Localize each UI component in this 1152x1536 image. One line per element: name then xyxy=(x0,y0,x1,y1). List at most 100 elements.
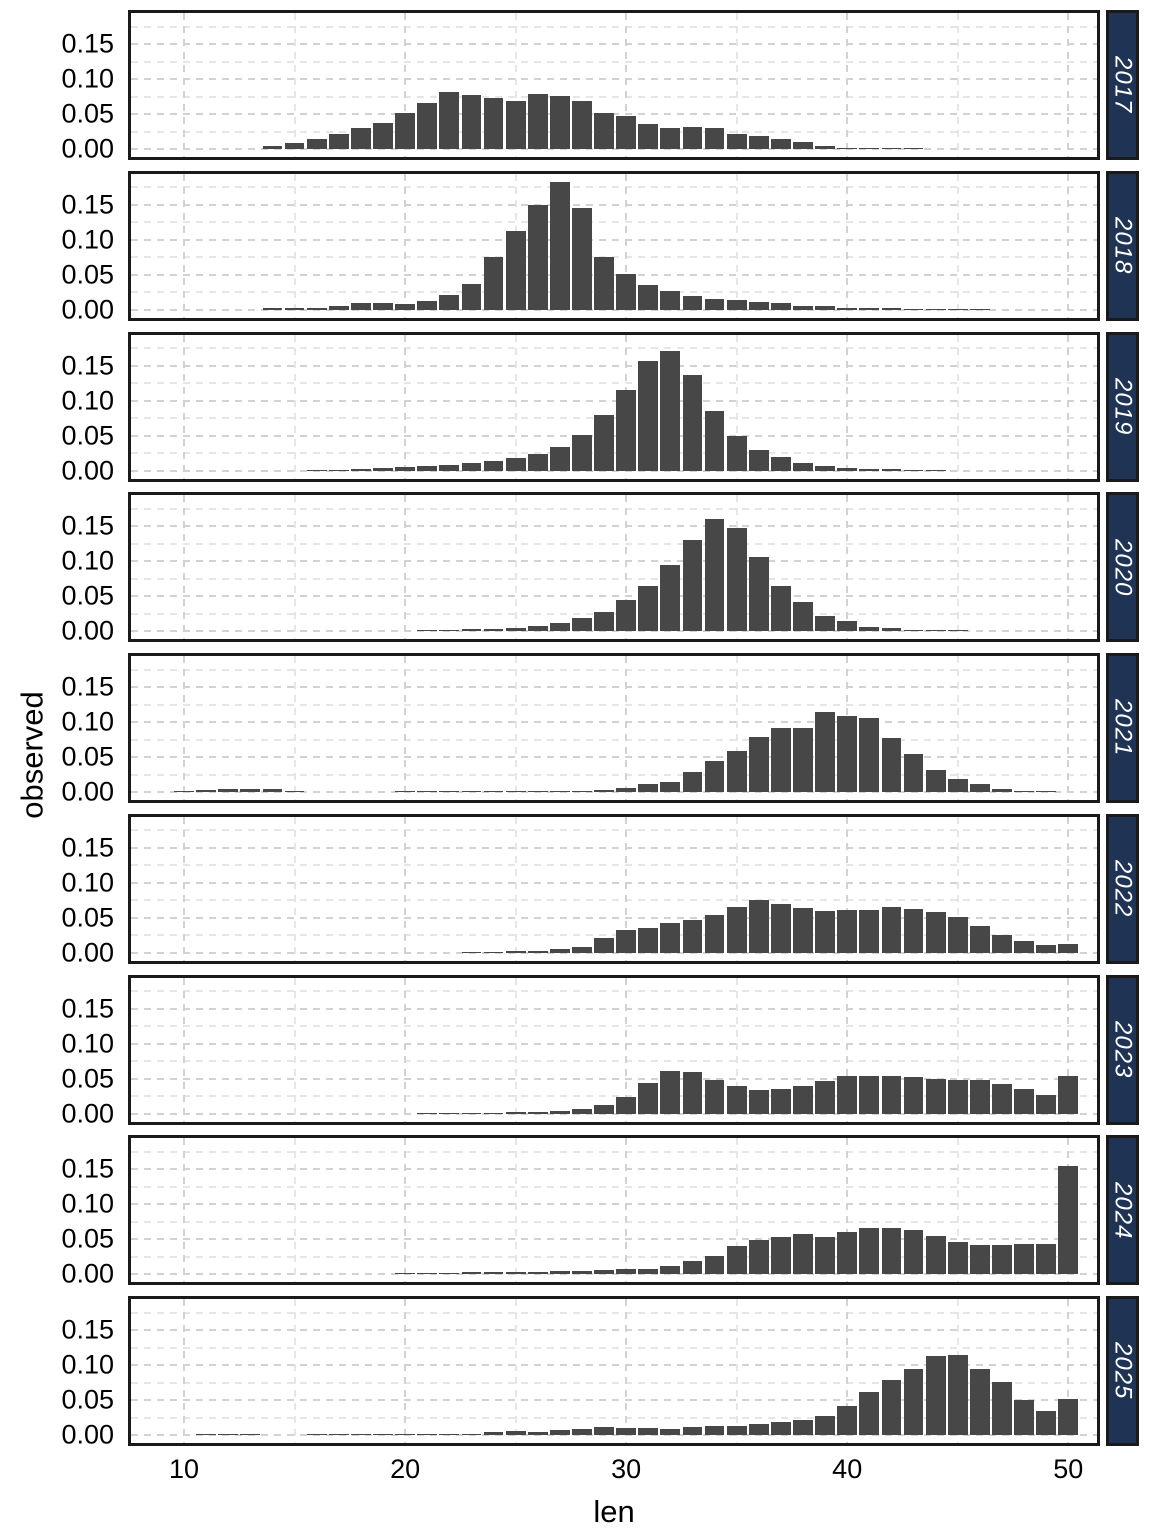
grid-major-v xyxy=(625,1299,628,1443)
grid-major-h xyxy=(131,525,1097,528)
bar-2024-len-40 xyxy=(837,1232,858,1275)
grid-minor-h xyxy=(131,738,1097,741)
bar-2020-len-35 xyxy=(726,528,747,632)
bar-2019-len-16 xyxy=(306,469,327,471)
bar-2025-len-44 xyxy=(925,1355,946,1435)
y-tick-label: 0.05 xyxy=(61,259,114,290)
grid-major-h xyxy=(131,203,1097,206)
bar-2019-len-39 xyxy=(815,465,836,471)
x-tick-label: 10 xyxy=(169,1454,200,1484)
y-tick-label: 0.15 xyxy=(61,350,114,380)
grid-major-h xyxy=(131,148,1097,150)
bar-2017-len-39 xyxy=(815,146,836,149)
grid-minor-h xyxy=(131,1346,1097,1349)
bar-2022-len-49 xyxy=(1036,945,1057,953)
grid-major-h xyxy=(131,308,1097,311)
bar-2018-len-23 xyxy=(461,283,482,310)
bar-2023-len-30 xyxy=(616,1096,637,1114)
y-tick-label: 0.10 xyxy=(61,224,114,255)
bar-2019-len-33 xyxy=(682,375,703,471)
bar-2024-len-39 xyxy=(815,1237,836,1275)
bar-2023-len-45 xyxy=(947,1079,968,1114)
grid-major-v xyxy=(846,1138,849,1283)
facet-strip-2023: 2023 xyxy=(1106,974,1139,1125)
grid-major-h xyxy=(131,951,1097,954)
grid-minor-h xyxy=(131,256,1097,259)
bar-2023-len-32 xyxy=(660,1070,681,1114)
bar-2021-len-15 xyxy=(284,790,305,792)
bar-2024-len-50 xyxy=(1058,1166,1079,1275)
grid-minor-v xyxy=(514,1138,517,1283)
bar-2020-len-43 xyxy=(903,629,924,632)
y-tick-label: 0.05 xyxy=(61,1063,114,1093)
bar-2022-len-35 xyxy=(726,907,747,953)
y-tick-label: 0.15 xyxy=(61,671,114,702)
grid-major-v xyxy=(183,1138,186,1283)
bar-2017-len-33 xyxy=(682,126,703,149)
grid-major-v xyxy=(404,13,407,157)
bar-2017-len-37 xyxy=(770,139,791,149)
bar-2025-len-18 xyxy=(350,1434,371,1435)
y-tick-label: 0.10 xyxy=(61,867,114,898)
facet-strip-2018: 2018 xyxy=(1106,170,1139,321)
bar-2020-len-41 xyxy=(859,627,880,632)
grid-minor-h xyxy=(131,95,1097,98)
grid-major-h xyxy=(131,1399,1097,1401)
y-tick-label: 0.15 xyxy=(61,1314,114,1345)
bar-2017-len-32 xyxy=(660,128,681,149)
facet-panel-area-2024 xyxy=(131,1138,1097,1283)
bar-2019-len-19 xyxy=(373,468,393,471)
y-tick-label: 0.10 xyxy=(61,1188,114,1219)
bar-2021-len-26 xyxy=(527,791,548,792)
grid-minor-v xyxy=(293,816,296,961)
bar-2023-len-22 xyxy=(439,1112,460,1114)
strip-label-2018: 2018 xyxy=(1109,217,1137,275)
bar-2017-len-29 xyxy=(594,112,614,149)
bar-2024-len-41 xyxy=(859,1228,880,1275)
bar-2020-len-27 xyxy=(549,622,570,632)
grid-minor-h xyxy=(131,186,1097,189)
bar-2023-len-37 xyxy=(770,1089,791,1114)
bar-2019-len-44 xyxy=(925,469,946,471)
grid-minor-v xyxy=(735,13,738,157)
bar-2019-len-21 xyxy=(417,466,438,471)
bar-2025-len-46 xyxy=(969,1368,990,1435)
y-tick-label: 0.10 xyxy=(61,706,114,737)
bar-2022-len-46 xyxy=(969,926,990,953)
bar-2017-len-35 xyxy=(726,134,747,149)
bar-2024-len-23 xyxy=(461,1272,482,1275)
bar-2024-len-25 xyxy=(505,1272,526,1275)
grid-major-h xyxy=(131,560,1097,563)
facet-strip-2024: 2024 xyxy=(1106,1135,1139,1286)
bar-2023-len-24 xyxy=(483,1112,504,1114)
bar-2024-len-34 xyxy=(704,1256,725,1275)
grid-minor-h xyxy=(131,291,1097,294)
bar-2023-len-26 xyxy=(527,1112,548,1114)
bar-2020-len-29 xyxy=(594,611,614,632)
grid-minor-h xyxy=(131,1185,1097,1188)
grid-major-h xyxy=(131,1203,1097,1206)
grid-minor-h xyxy=(131,1381,1097,1384)
bar-2022-len-43 xyxy=(903,909,924,953)
x-tick-label: 30 xyxy=(611,1454,642,1484)
bar-2018-len-22 xyxy=(439,295,460,310)
facet-strip-2025: 2025 xyxy=(1106,1296,1139,1446)
bar-2018-len-44 xyxy=(925,308,946,310)
strip-label-2021: 2021 xyxy=(1109,699,1137,757)
y-tick-label: 0.10 xyxy=(61,385,114,415)
grid-minor-h xyxy=(131,1025,1097,1027)
bar-2020-len-31 xyxy=(638,585,659,632)
bar-2021-len-35 xyxy=(726,750,747,792)
grid-minor-v xyxy=(956,495,959,640)
bar-2019-len-27 xyxy=(549,447,570,471)
y-tick-label: 0.00 xyxy=(61,1098,114,1128)
bar-2020-len-26 xyxy=(527,625,548,632)
facet-panel-2024 xyxy=(128,1135,1100,1286)
grid-minor-v xyxy=(514,816,517,961)
grid-minor-v xyxy=(735,977,738,1122)
bar-2019-len-37 xyxy=(770,457,791,471)
bar-2017-len-43 xyxy=(903,148,924,149)
grid-minor-v xyxy=(956,977,959,1122)
bar-2020-len-32 xyxy=(660,565,681,632)
